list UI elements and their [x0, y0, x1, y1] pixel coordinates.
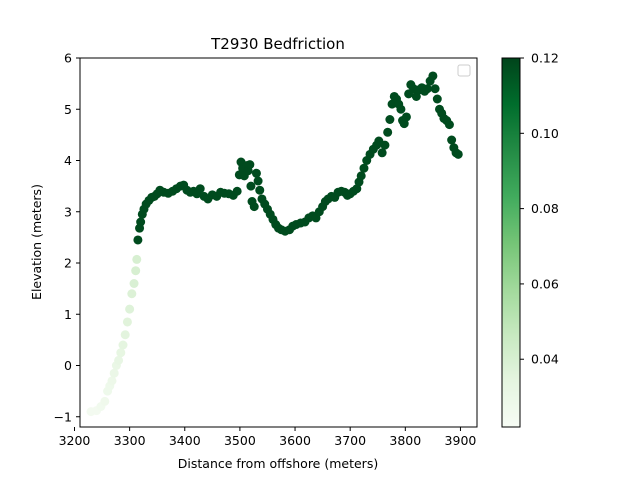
- scatter-point: [107, 376, 117, 386]
- scatter-point: [120, 330, 130, 340]
- x-tick-label: 3700: [334, 433, 366, 448]
- x-tick-label: 3300: [114, 433, 146, 448]
- colorbar-tick-label: 0.06: [531, 276, 559, 291]
- scatter-point: [380, 140, 390, 150]
- plot-frame: [79, 57, 478, 428]
- y-tick-label: 0: [64, 358, 72, 373]
- scatter-point: [401, 112, 411, 122]
- scatter-point: [432, 94, 442, 104]
- x-tick-label: 3500: [224, 433, 256, 448]
- colorbar-tick-label: 0.04: [531, 352, 559, 367]
- y-tick-label: 5: [64, 102, 72, 117]
- scatter-point: [253, 176, 263, 186]
- scatter-point: [136, 217, 146, 227]
- scatter-point: [195, 184, 205, 194]
- legend-box: [457, 64, 471, 77]
- colorbar-tick-label: 0.08: [531, 201, 559, 216]
- scatter-point: [359, 163, 369, 173]
- x-tick-label: 3600: [279, 433, 311, 448]
- scatter-point: [118, 340, 128, 350]
- y-axis: −1 0 1 2 3 4 5 6: [54, 51, 80, 424]
- x-tick-label: 3800: [389, 433, 421, 448]
- scatter-point: [453, 149, 463, 159]
- scatter-point: [444, 120, 454, 130]
- y-axis-label: Elevation (meters): [29, 184, 44, 300]
- scatter-point: [396, 104, 406, 114]
- scatter-point: [100, 396, 110, 406]
- y-tick-label: 6: [64, 51, 72, 66]
- scatter-point: [246, 181, 256, 191]
- chart-title: T2930 Bedfriction: [210, 35, 345, 53]
- scatter-point: [422, 84, 432, 94]
- scatter-point: [125, 304, 135, 314]
- scatter-point: [255, 185, 265, 195]
- x-axis-label: Distance from offshore (meters): [178, 456, 378, 471]
- scatter-point: [132, 254, 142, 264]
- scatter-point: [133, 235, 143, 245]
- scatter-point: [116, 348, 126, 358]
- scatter-point: [232, 186, 242, 196]
- scatter-point: [109, 368, 119, 378]
- scatter-point: [251, 168, 261, 178]
- colorbar-tick-label: 0.10: [531, 126, 559, 141]
- scatter-point: [385, 115, 395, 124]
- scatter-point: [383, 127, 393, 137]
- scatter-point: [131, 266, 141, 276]
- x-tick-label: 3200: [59, 433, 91, 448]
- scatter-point: [114, 355, 124, 365]
- x-tick-label: 3400: [169, 433, 201, 448]
- scatter-point: [430, 84, 440, 94]
- y-tick-label: 4: [64, 153, 72, 168]
- colorbar-axis: 0.04 0.06 0.08 0.10 0.12: [520, 51, 559, 367]
- scatter-point: [377, 148, 387, 158]
- scatter-point: [122, 317, 132, 327]
- x-tick-label: 3900: [445, 433, 477, 448]
- scatter-point: [356, 171, 366, 181]
- scatter-point: [249, 202, 259, 212]
- scatter-point: [129, 279, 139, 288]
- colorbar: [501, 57, 521, 428]
- scatter-points: [86, 71, 463, 417]
- y-tick-label: 2: [64, 256, 72, 271]
- y-tick-label: −1: [54, 409, 72, 424]
- y-tick-label: 3: [64, 204, 72, 219]
- colorbar-tick-label: 0.12: [531, 51, 559, 66]
- scatter-point: [428, 71, 438, 81]
- scatter-point: [245, 160, 255, 170]
- scatter-point: [447, 135, 457, 145]
- y-tick-label: 1: [64, 307, 72, 322]
- x-axis: 3200 3300 3400 3500 3600 3700 3800 3900: [59, 427, 477, 448]
- scatter-point: [127, 289, 137, 299]
